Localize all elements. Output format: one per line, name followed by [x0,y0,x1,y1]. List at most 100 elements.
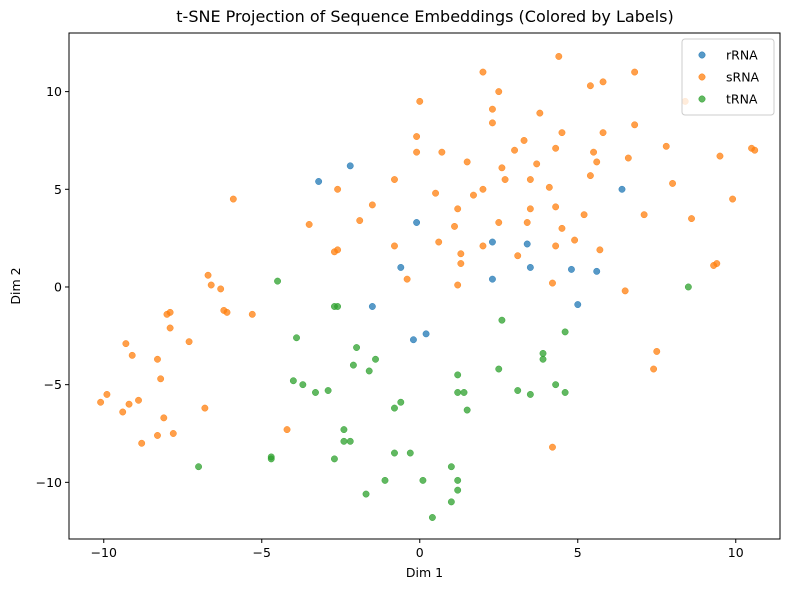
point-sRNA-30 [391,176,398,183]
point-tRNA-41 [381,476,389,484]
point-sRNA-44 [552,203,560,211]
point-tRNA-9 [299,381,307,389]
x-tick-label: 0 [416,545,424,560]
point-sRNA-81 [185,338,193,346]
point-sRNA-17 [438,148,446,156]
point-sRNA-13 [631,121,639,129]
point-sRNA-77 [248,310,256,318]
point-sRNA-15 [520,137,528,144]
point-tRNA-30 [346,437,354,445]
point-sRNA-93 [201,404,209,412]
point-rRNA-7 [488,238,496,246]
point-tRNA-11 [324,387,332,394]
point-rRNA-14 [618,185,626,193]
point-sRNA-31 [501,176,509,183]
point-tRNA-2 [334,303,342,310]
point-sRNA-63 [596,246,604,254]
point-sRNA-61 [552,242,560,250]
point-tRNA-14 [372,355,379,363]
legend-marker-tRNA [698,95,706,103]
point-sRNA-5 [586,82,594,90]
point-tRNA-40 [419,476,427,484]
point-rRNA-8 [488,275,496,283]
point-sRNA-25 [498,164,506,172]
point-tRNA-31 [330,455,338,463]
point-sRNA-47 [451,222,458,230]
point-tRNA-37 [447,463,455,471]
point-sRNA-50 [558,224,566,232]
point-sRNA-54 [729,195,737,203]
point-rRNA-11 [567,265,575,273]
y-axis-label: Dim 2 [8,267,23,304]
point-sRNA-38 [479,185,487,193]
legend-label-rRNA: rRNA [726,48,758,63]
point-sRNA-33 [586,172,594,180]
point-sRNA-82 [122,340,130,348]
point-sRNA-80 [166,324,174,332]
point-sRNA-32 [526,176,534,183]
point-sRNA-21 [751,146,759,154]
point-sRNA-57 [391,242,398,250]
point-sRNA-9 [536,109,544,117]
point-sRNA-97 [169,430,177,437]
point-sRNA-88 [97,398,105,406]
point-sRNA-64 [457,250,465,258]
point-sRNA-19 [662,142,670,150]
point-rRNA-9 [523,240,531,248]
x-tick-label: 10 [728,545,744,560]
point-sRNA-43 [526,205,534,213]
point-rRNA-13 [593,267,601,275]
point-tRNA-28 [340,426,348,434]
point-rRNA-4 [368,303,376,310]
point-sRNA-27 [590,148,598,156]
point-sRNA-46 [356,217,364,225]
point-tRNA-15 [454,371,462,379]
point-tRNA-42 [362,490,370,498]
point-sRNA-49 [523,219,531,226]
point-sRNA-48 [495,219,503,226]
point-tRNA-10 [312,389,319,396]
point-rRNA-5 [409,336,417,344]
point-tRNA-22 [539,355,547,363]
point-sRNA-0 [479,68,487,76]
point-sRNA-37 [470,191,477,199]
point-tRNA-3 [293,334,300,342]
point-sRNA-24 [511,146,519,154]
point-sRNA-83 [128,351,136,359]
point-sRNA-2 [555,52,563,60]
x-tick-label: 5 [574,545,582,560]
point-rRNA-6 [422,330,430,338]
point-sRNA-76 [223,308,231,316]
point-tRNA-13 [365,367,373,375]
point-sRNA-95 [138,439,146,447]
point-sRNA-53 [688,215,695,223]
y-tick-label: −5 [44,377,62,392]
point-sRNA-60 [514,252,522,260]
point-rRNA-1 [346,162,354,170]
point-tRNA-24 [552,381,560,389]
point-rRNA-0 [315,178,323,185]
point-sRNA-7 [488,105,496,113]
point-sRNA-71 [549,279,556,287]
point-sRNA-42 [454,205,462,213]
point-tRNA-27 [391,404,398,412]
point-tRNA-44 [428,514,436,521]
chart-title: t-SNE Projection of Sequence Embeddings … [176,7,673,26]
point-sRNA-70 [454,281,462,289]
point-tRNA-38 [454,476,462,484]
point-sRNA-96 [154,432,161,439]
point-rRNA-3 [397,263,405,271]
point-tRNA-8 [289,377,297,385]
point-sRNA-94 [160,414,168,422]
point-tRNA-29 [340,437,348,445]
point-sRNA-28 [593,158,601,166]
y-tick-label: 0 [54,279,62,294]
point-tRNA-25 [561,389,569,396]
point-sRNA-1 [495,88,503,96]
point-tRNA-21 [526,390,534,398]
data-points [97,52,759,521]
point-rRNA-12 [574,301,582,309]
point-tRNA-43 [447,498,455,506]
point-sRNA-68 [217,285,225,293]
